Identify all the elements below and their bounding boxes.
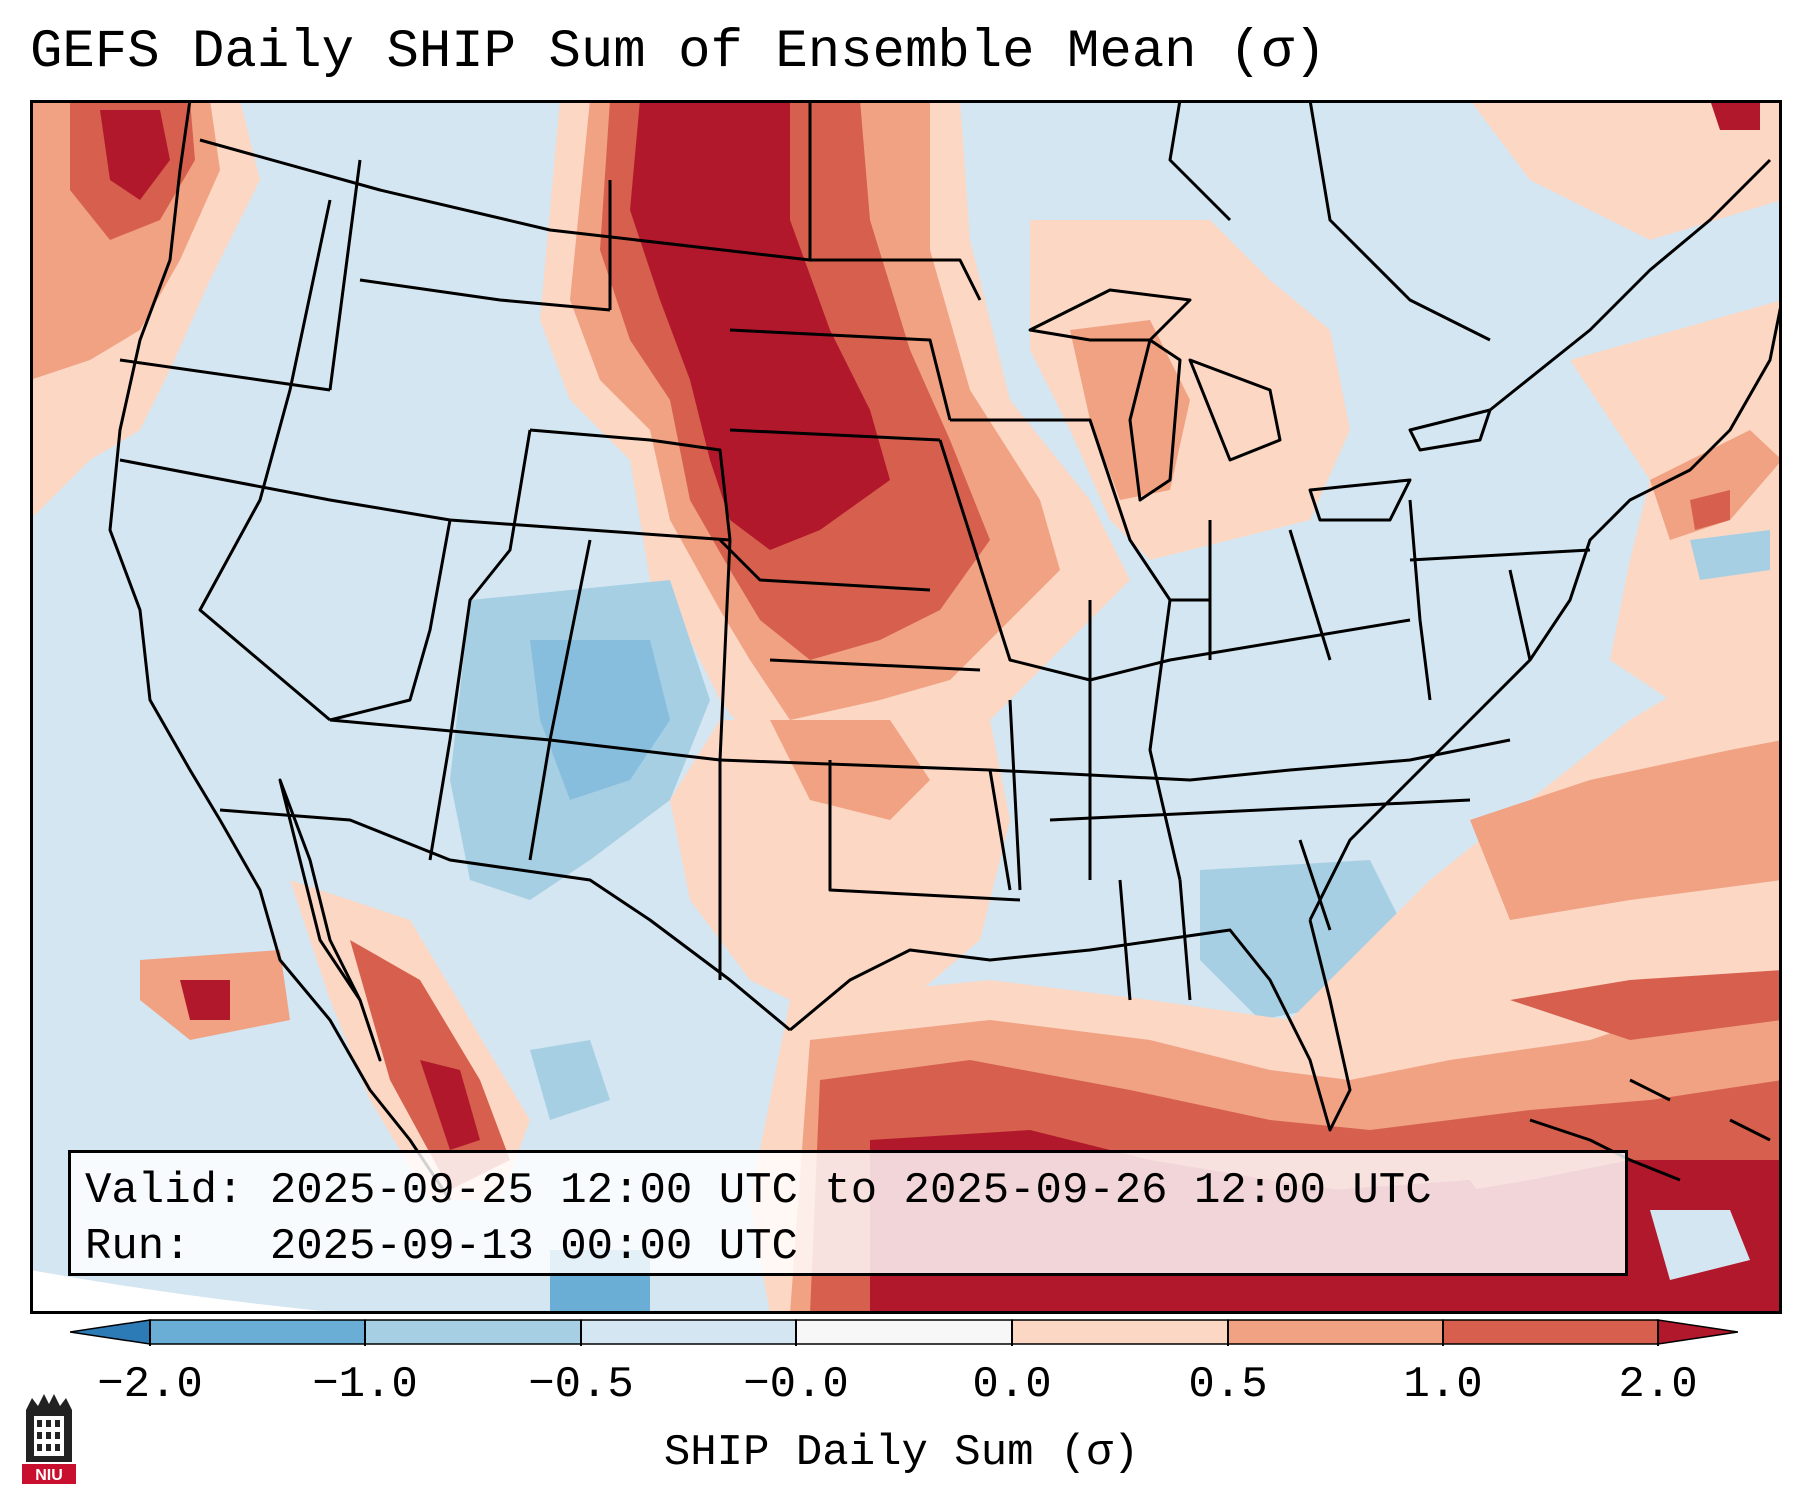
anomaly-great-lakes — [1030, 220, 1350, 560]
colorbar-tick-2: −0.5 — [528, 1360, 634, 1410]
niu-logo: NIU — [22, 1394, 76, 1484]
colorbar-tick-7: 2.0 — [1618, 1360, 1698, 1410]
colorbar-segment — [149, 1319, 366, 1345]
colorbar-segment — [1657, 1319, 1738, 1345]
colorbar-segment — [580, 1319, 797, 1345]
map-border — [30, 100, 1782, 1314]
chart-title: GEFS Daily SHIP Sum of Ensemble Mean (σ) — [30, 22, 1327, 83]
anomaly-atlantic-bands — [1470, 740, 1782, 1040]
niu-logo-text: NIU — [35, 1467, 63, 1484]
colorbar-segment — [364, 1319, 582, 1345]
anomaly-pacific-northwest — [30, 100, 260, 520]
run-time-text: Run: 2025-09-13 00:00 UTC — [85, 1222, 798, 1272]
anomaly-northeast-coast — [1470, 100, 1782, 700]
projection-edge — [30, 1270, 1030, 1314]
valid-run-info-box: Valid: 2025-09-25 12:00 UTC to 2025-09-2… — [68, 1150, 1628, 1276]
colorbar-tick-6: 1.0 — [1403, 1360, 1483, 1410]
colorbar-tick-3: −0.0 — [743, 1360, 849, 1410]
anomaly-northern-plains — [540, 100, 1130, 820]
colorbar-segment — [795, 1319, 1013, 1345]
political-boundaries — [108, 100, 1782, 1201]
colorbar-segment — [1442, 1319, 1659, 1345]
anomaly-texas — [670, 720, 1010, 1020]
valid-time-text: Valid: 2025-09-25 12:00 UTC to 2025-09-2… — [85, 1166, 1432, 1216]
colorbar-segment — [1227, 1319, 1444, 1345]
anomaly-interior-west — [450, 580, 710, 900]
map — [30, 100, 1782, 1314]
colorbar-tick-5: 0.5 — [1188, 1360, 1268, 1410]
colorbar-tick-1: −1.0 — [312, 1360, 418, 1410]
colorbar-segment — [1011, 1319, 1229, 1345]
anomaly-mexico-west — [140, 880, 650, 1314]
colorbar-tick-0: −2.0 — [97, 1360, 203, 1410]
colorbar-segment — [70, 1319, 151, 1345]
colorbar-label: SHIP Daily Sum (σ) — [663, 1428, 1140, 1478]
colorbar-tick-4: 0.0 — [972, 1360, 1052, 1410]
colorbar — [70, 1319, 1738, 1346]
